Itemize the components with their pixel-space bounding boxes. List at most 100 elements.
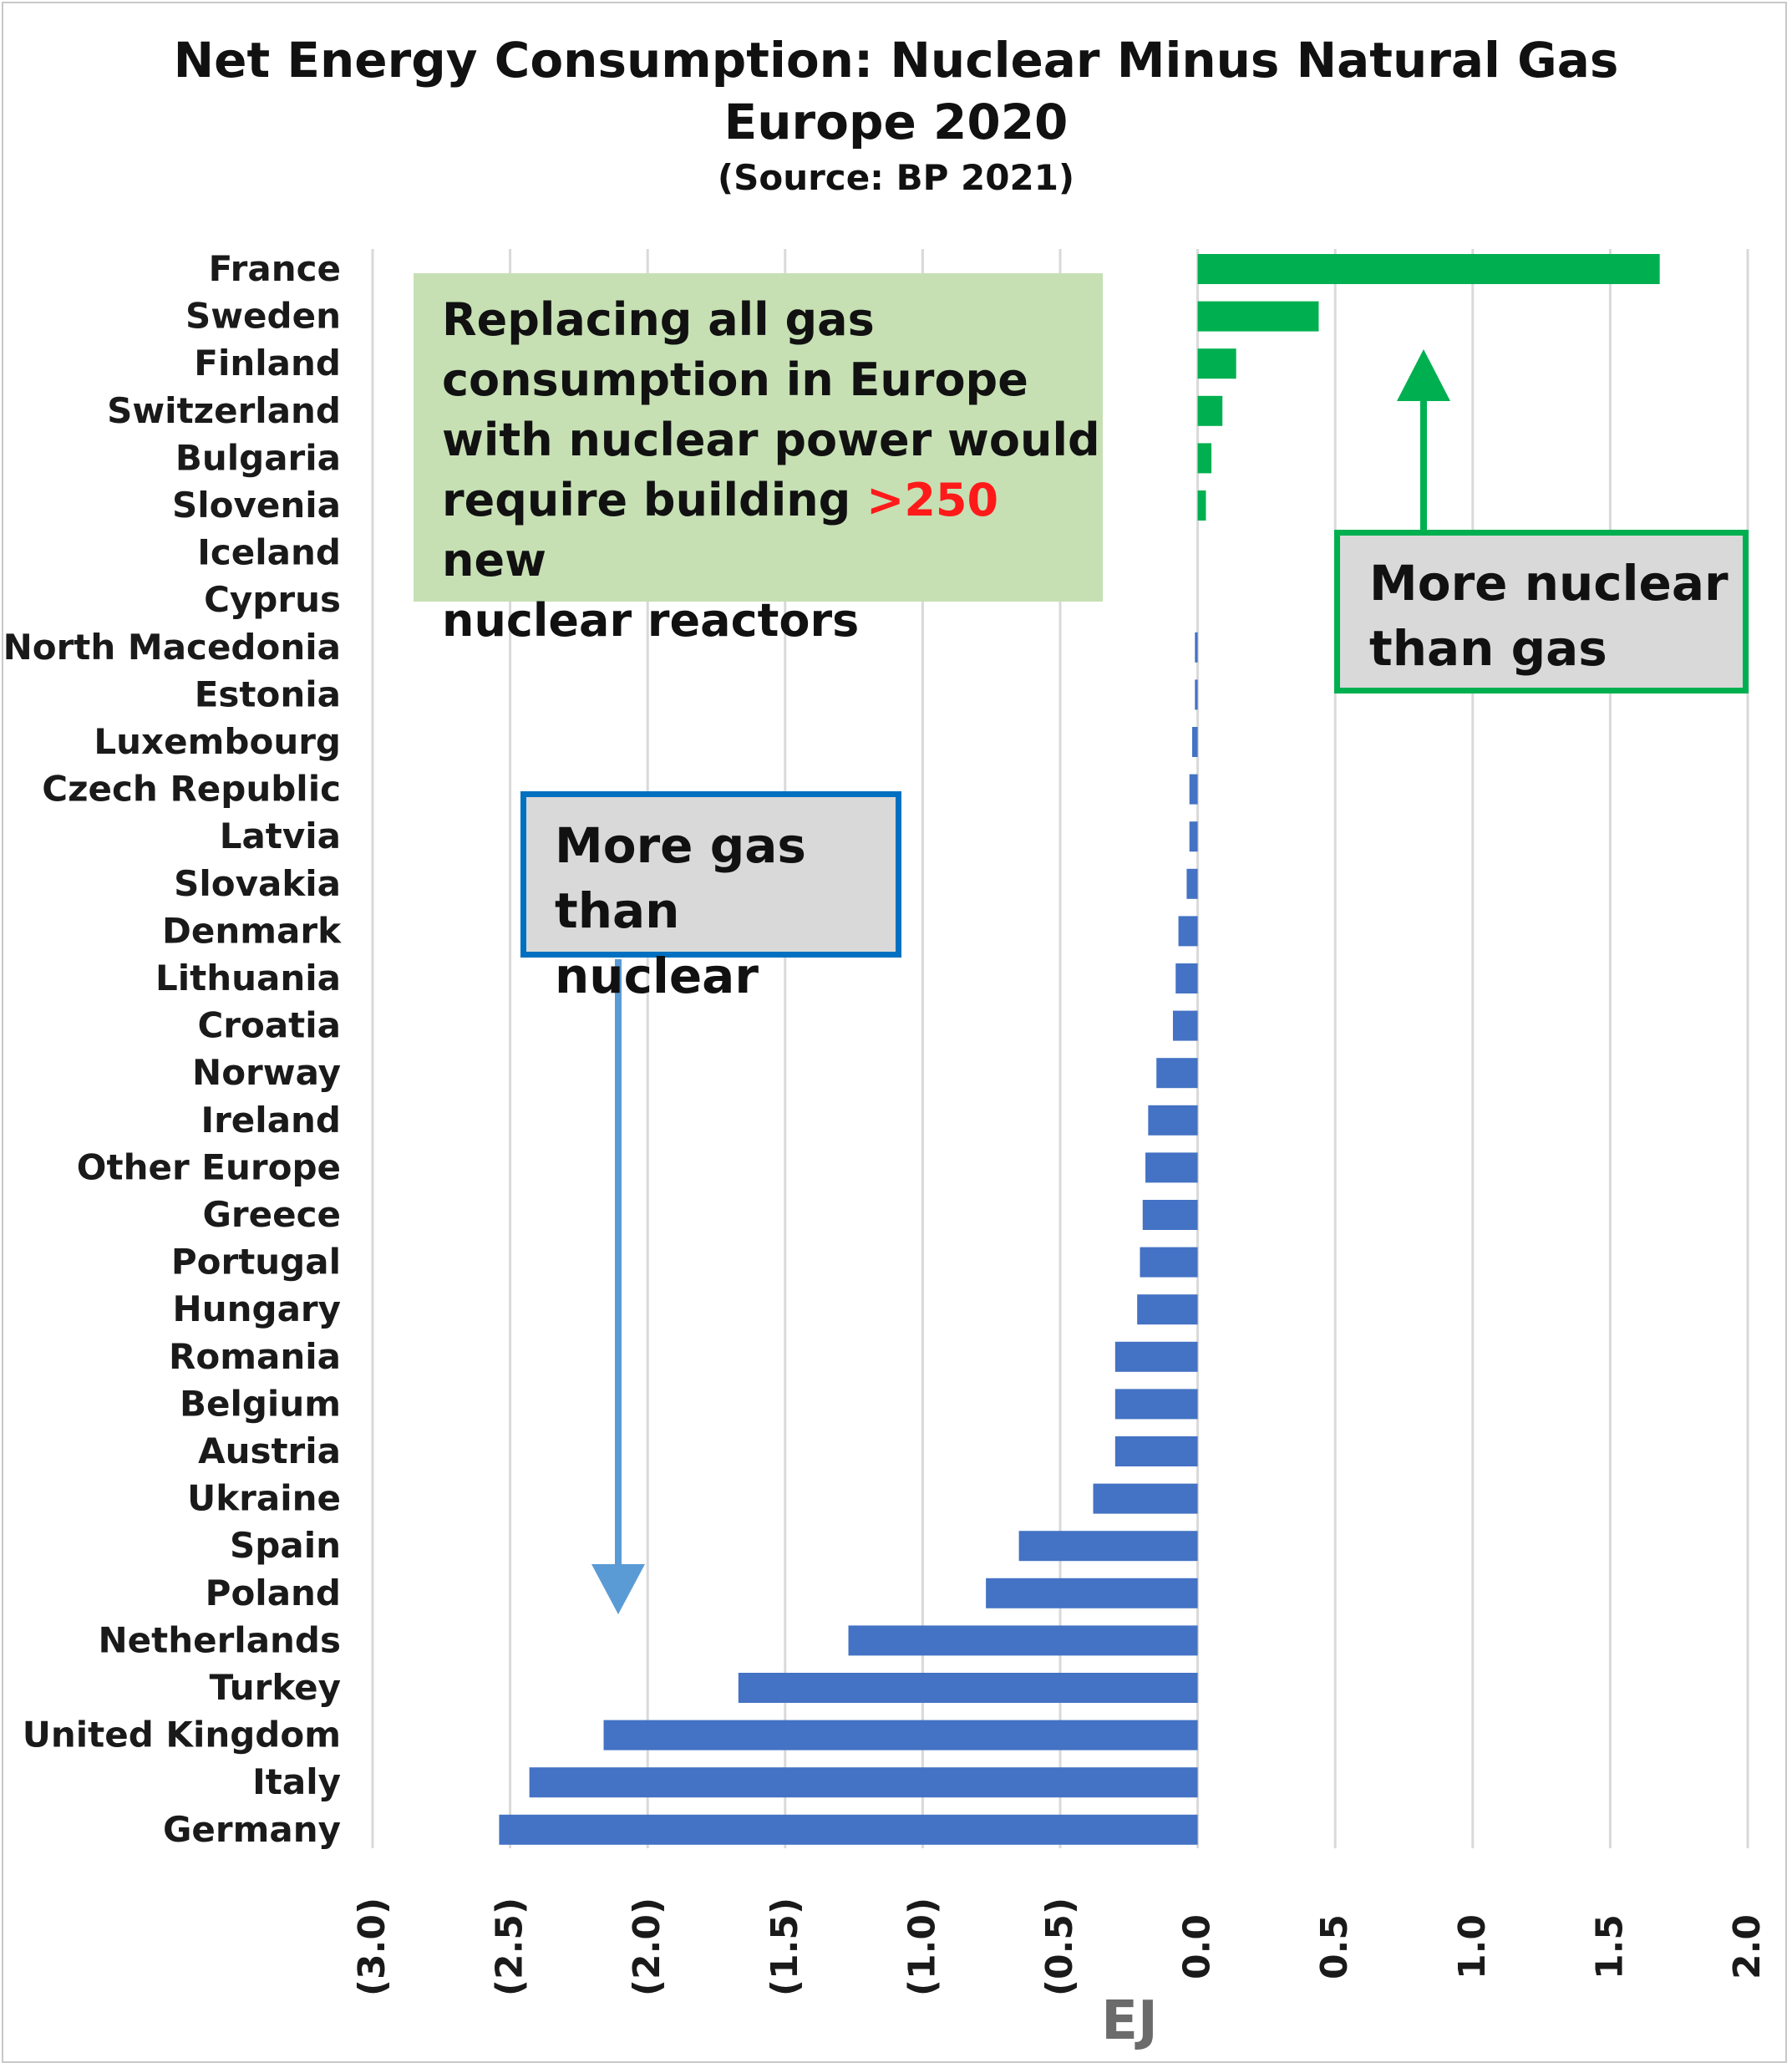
category-label: Poland — [206, 1573, 341, 1613]
category-label: Turkey — [210, 1667, 341, 1708]
note-text: require building — [442, 474, 867, 526]
category-label: Czech Republic — [42, 769, 341, 810]
x-tick-label: 1.5 — [1588, 1914, 1631, 1979]
category-label: Netherlands — [98, 1619, 341, 1660]
bar — [1148, 1105, 1198, 1136]
category-label: Spain — [230, 1525, 341, 1566]
category-label: Austria — [198, 1430, 341, 1471]
category-label: Croatia — [197, 1005, 341, 1046]
category-label: Germany — [163, 1809, 341, 1850]
note-line: Replacing all gas — [442, 293, 875, 346]
note-line: with nuclear power would — [442, 414, 1100, 466]
category-label: Denmark — [162, 910, 342, 951]
bar — [1192, 727, 1198, 757]
category-label: Greece — [202, 1194, 341, 1235]
x-tick-label: (2.0) — [626, 1898, 668, 1996]
chart-subtitle: Europe 2020 — [723, 94, 1069, 150]
bar — [1114, 1389, 1198, 1420]
category-label: Ukraine — [187, 1478, 341, 1519]
bar — [1172, 1010, 1198, 1041]
bar — [1175, 963, 1198, 993]
x-tick-label: 0.5 — [1313, 1914, 1356, 1979]
more-gas-callout: More gas than nuclear — [520, 791, 901, 1004]
category-label: Luxembourg — [94, 721, 341, 762]
nuclear-arrow-head — [1397, 349, 1450, 401]
category-label: Norway — [192, 1052, 341, 1093]
bar — [1178, 916, 1198, 947]
category-label: Italy — [252, 1761, 341, 1802]
category-labels: France Sweden Finland Switzerland Bulgaria Sl… — [3, 248, 342, 1850]
note-line: consumption in Europe — [442, 353, 1028, 406]
bar — [848, 1625, 1198, 1656]
note-text: new — [442, 534, 546, 587]
bar — [1093, 1483, 1198, 1514]
category-label: Switzerland — [107, 390, 341, 431]
category-label: Finland — [194, 343, 341, 384]
annotation-note: Replacing all gas consumption in Europe … — [414, 273, 1103, 647]
category-label: Ireland — [201, 1100, 341, 1141]
more-nuclear-callout: More nuclear than gas — [1334, 530, 1749, 694]
bar — [1018, 1531, 1198, 1562]
category-label: United Kingdom — [23, 1715, 341, 1756]
bar — [1186, 868, 1198, 899]
bar — [1195, 632, 1198, 663]
category-label: Romania — [169, 1336, 341, 1377]
bar — [499, 1814, 1198, 1845]
category-label: Sweden — [185, 296, 341, 337]
bar — [1156, 1058, 1198, 1089]
category-label: Cyprus — [204, 579, 341, 620]
callout-line: More gas — [555, 817, 806, 874]
bar — [1137, 1294, 1198, 1325]
category-label: France — [209, 248, 341, 289]
category-label: Other Europe — [77, 1146, 341, 1187]
bar — [1197, 395, 1223, 426]
category-label: Portugal — [171, 1242, 341, 1283]
bar — [603, 1720, 1198, 1750]
x-tick-label: 2.0 — [1726, 1914, 1769, 1979]
x-tick-label: 1.0 — [1451, 1914, 1494, 1979]
bar — [1140, 1247, 1198, 1278]
category-label: Belgium — [180, 1383, 341, 1424]
bar — [1195, 679, 1198, 710]
category-label: North Macedonia — [3, 627, 341, 668]
gas-arrow-head — [591, 1564, 645, 1614]
chart-source: (Source: BP 2021) — [717, 157, 1075, 198]
reactor-count-highlight: >250 — [866, 474, 999, 526]
bar — [1145, 1152, 1198, 1183]
category-label: Slovakia — [174, 863, 341, 904]
annotation-arrows — [591, 349, 1450, 1614]
bar — [1197, 490, 1206, 521]
category-label: Slovenia — [172, 485, 341, 526]
x-tick-label: (2.5) — [489, 1898, 531, 1996]
category-label: Hungary — [173, 1288, 341, 1329]
x-tick-label: (1.0) — [901, 1898, 943, 1996]
x-tick-label: (1.5) — [764, 1898, 806, 1996]
x-tick-label: (0.5) — [1038, 1898, 1081, 1996]
callout-line: than nuclear — [555, 882, 759, 1004]
bar — [1197, 443, 1212, 474]
category-label: Latvia — [220, 816, 341, 856]
x-tick-label: (3.0) — [351, 1898, 393, 1996]
bar — [1142, 1200, 1198, 1230]
x-tick-labels: (3.0) (2.5) (2.0) (1.5) (1.0) (0.5) 0.0 0.5 1.0 1… — [351, 1898, 1769, 1996]
bars — [499, 254, 1660, 1845]
callout-line: More nuclear — [1369, 555, 1729, 612]
note-line: require building >250 new — [442, 470, 1103, 591]
x-axis-label: EJ — [1101, 1990, 1158, 2052]
bar — [1189, 774, 1198, 805]
bar — [1197, 254, 1660, 284]
bar — [1197, 348, 1236, 379]
bar — [1114, 1341, 1198, 1372]
bar — [529, 1767, 1198, 1798]
chart-title: Net Energy Consumption: Nuclear Minus Na… — [173, 32, 1619, 89]
bar — [1189, 821, 1198, 852]
bar — [986, 1578, 1198, 1608]
bar — [1197, 301, 1319, 332]
category-label: Lithuania — [155, 958, 341, 998]
callout-line: than gas — [1369, 620, 1607, 677]
bar — [738, 1673, 1198, 1703]
category-label: Estonia — [195, 673, 341, 714]
note-line: nuclear reactors — [442, 594, 860, 647]
category-label: Iceland — [197, 532, 341, 573]
